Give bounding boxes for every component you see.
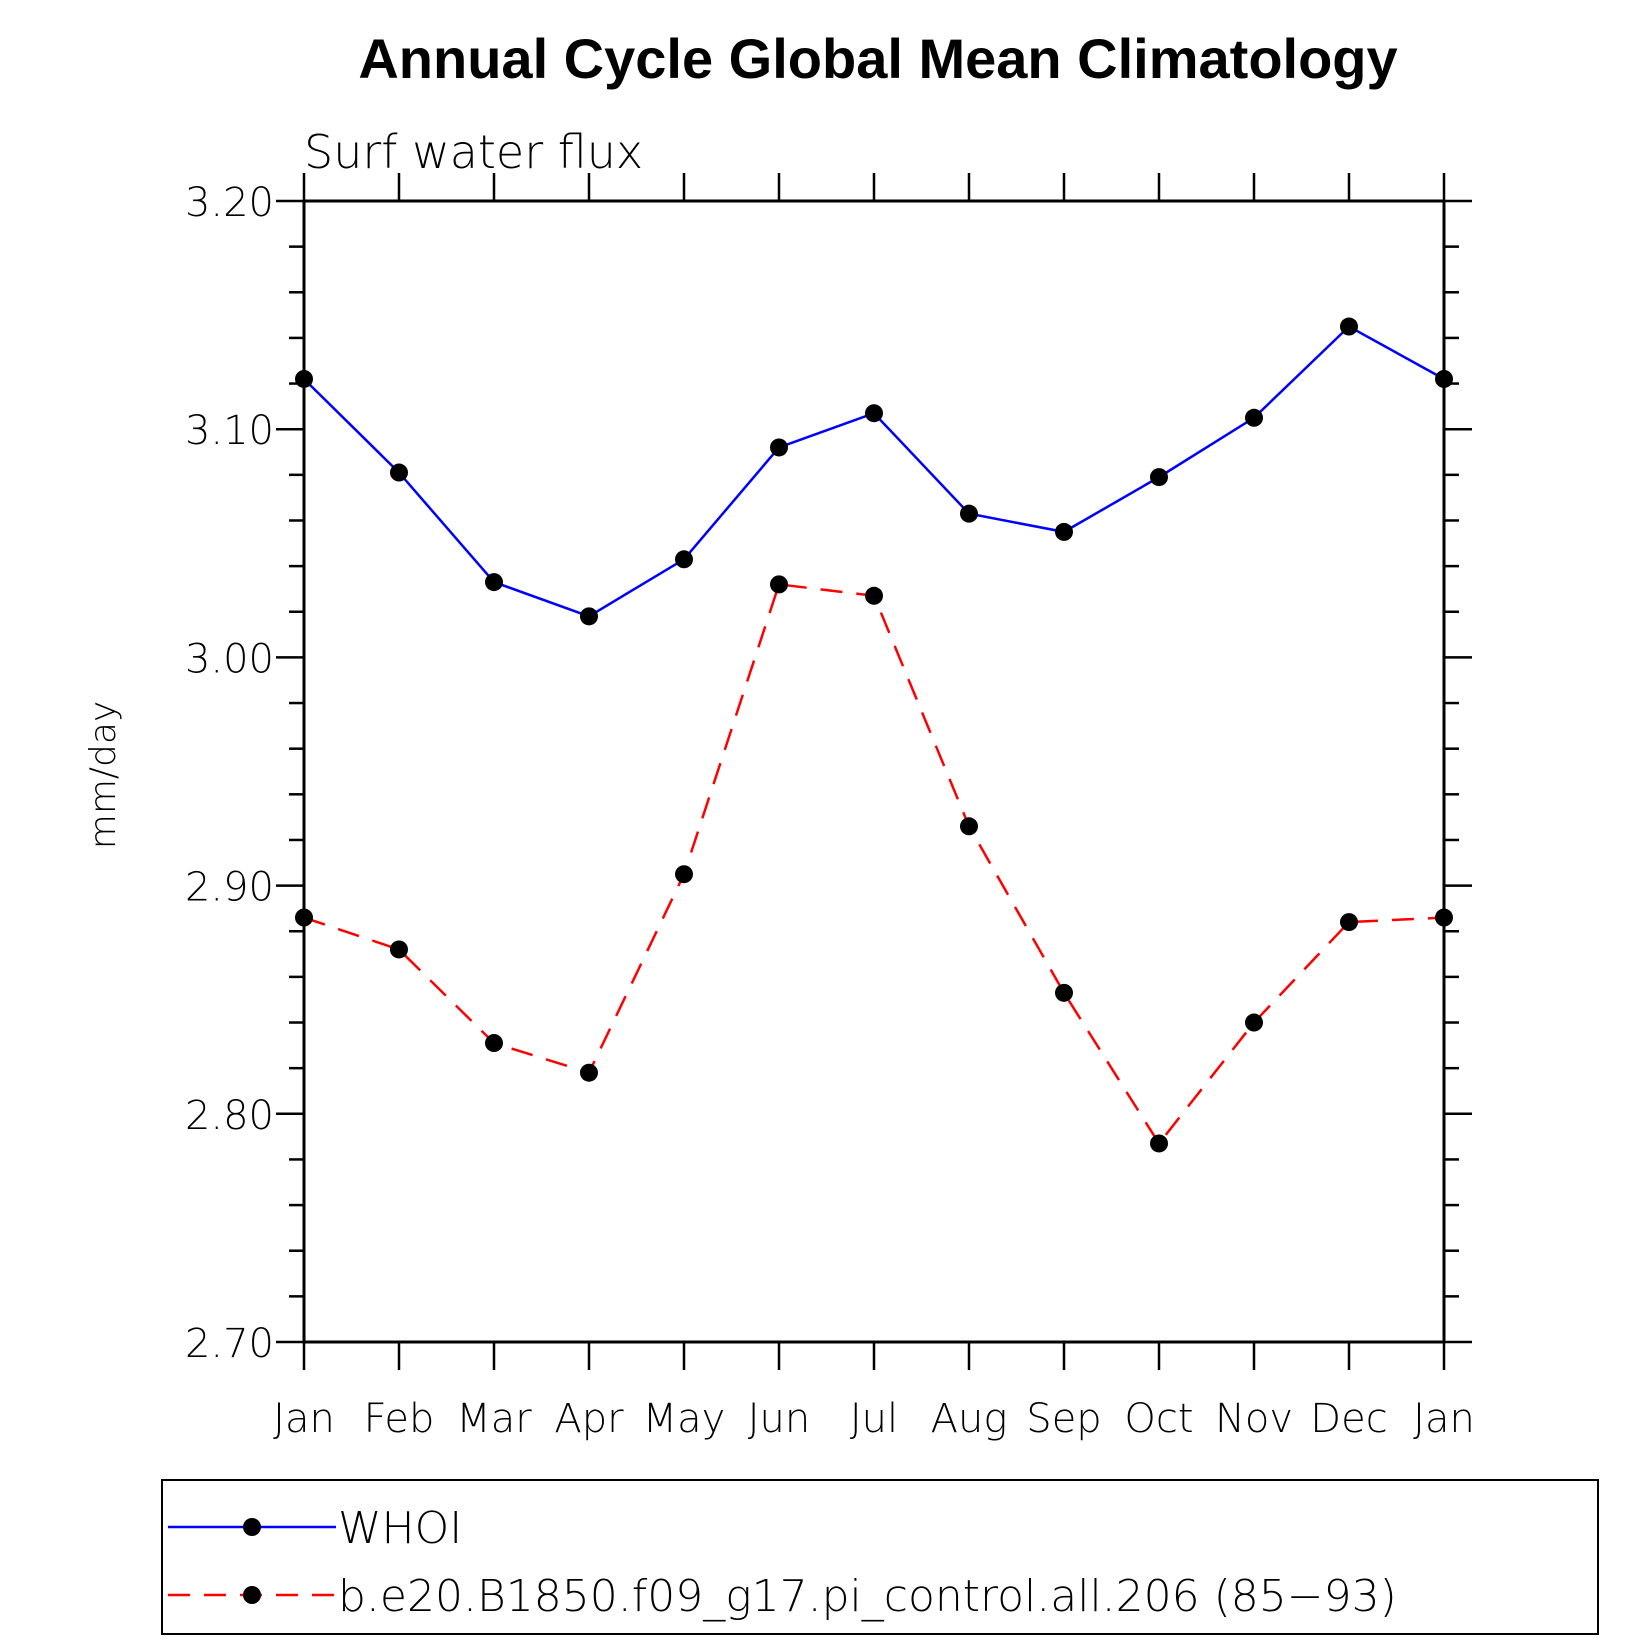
series-0-point: [1435, 369, 1453, 388]
plot-frame: [302, 199, 1446, 1344]
chart-subtitle: Surf water flux: [304, 125, 643, 179]
x-tick-label: Nov: [1215, 1396, 1293, 1442]
series-line-0: [303, 324, 1445, 618]
series-0-point: [1055, 522, 1073, 541]
series-1-point: [1055, 983, 1073, 1002]
legend-label-0: WHOI: [338, 1503, 462, 1554]
legend-marker-0: [243, 1518, 261, 1536]
y-tick-label: 2.80: [185, 1093, 274, 1139]
x-tick-label: Oct: [1124, 1396, 1193, 1442]
series-1-point: [1340, 913, 1358, 932]
x-tick-label: Feb: [364, 1396, 435, 1442]
series-1-point: [390, 940, 408, 959]
x-tick-label: Aug: [931, 1396, 1008, 1442]
series-layer: [295, 317, 1453, 1153]
series-0-point: [295, 369, 313, 388]
y-tick-label: 3.00: [185, 636, 274, 682]
series-0-point: [865, 404, 883, 423]
series-0-point: [675, 550, 693, 569]
series-1-point: [675, 865, 693, 884]
x-tick-label: Jan: [1413, 1396, 1475, 1442]
series-1-point: [865, 586, 883, 605]
y-tick-label: 3.10: [185, 408, 274, 454]
y-axis-label: mm/day: [83, 701, 124, 849]
x-tick-label: Mar: [456, 1396, 532, 1442]
legend-box: [161, 1479, 1599, 1635]
series-0-point: [485, 573, 503, 592]
y-tick-label: 3.20: [185, 180, 274, 226]
legend: WHOI b.e20.B1850.f09_g17.pi_control.all.2…: [161, 1479, 1599, 1635]
series-1-point: [1245, 1013, 1263, 1032]
series-line-1: [303, 583, 1445, 1146]
x-tick-label: Jun: [748, 1396, 811, 1442]
series-1-point: [295, 908, 313, 927]
x-tick-label: Apr: [554, 1396, 624, 1442]
series-0-point: [580, 607, 598, 626]
legend-marker-1: [243, 1586, 261, 1604]
x-tick-label: Jan: [273, 1396, 335, 1442]
x-tick-label: Jul: [850, 1396, 898, 1442]
series-0-point: [960, 504, 978, 523]
series-0-point: [770, 438, 788, 457]
series-0-point: [1340, 317, 1358, 336]
y-tick-label: 2.90: [185, 865, 274, 911]
plot-axes: 2.70 2.80 2.90 3.00 3.10 3.20 Jan Feb Mar Apr May J…: [185, 173, 1475, 1442]
series-1-point: [580, 1063, 598, 1082]
series-0-point: [390, 463, 408, 482]
series-1-point: [1150, 1134, 1168, 1153]
series-1-point: [1435, 908, 1453, 927]
x-tick-label: May: [643, 1396, 726, 1442]
series-0-point: [1245, 408, 1263, 427]
y-tick-label: 2.70: [185, 1321, 274, 1367]
legend-label-1: b.e20.B1850.f09_g17.pi_control.all.206 (…: [338, 1571, 1397, 1622]
series-1-point: [485, 1034, 503, 1053]
series-1-point: [960, 817, 978, 836]
series-1-point: [770, 575, 788, 594]
x-tick-label: Sep: [1026, 1396, 1101, 1442]
series-0-point: [1150, 468, 1168, 487]
chart-title: Annual Cycle Global Mean Climatology: [358, 27, 1397, 90]
x-tick-label: Dec: [1310, 1396, 1387, 1442]
